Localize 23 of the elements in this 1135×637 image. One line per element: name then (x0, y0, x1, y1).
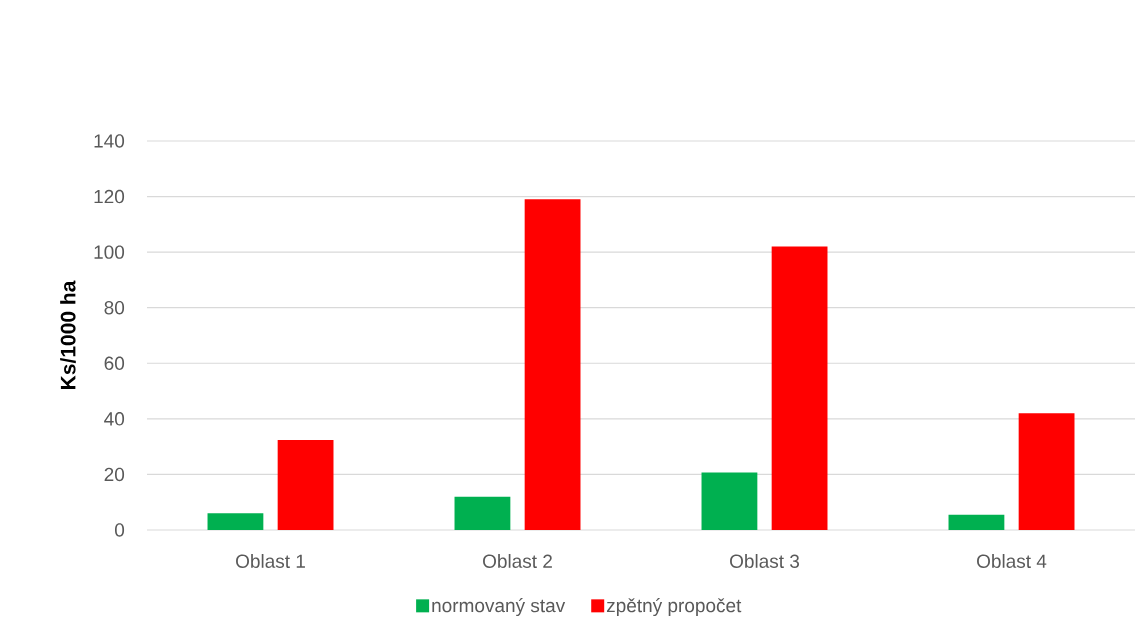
legend-label: zpětný propočet (606, 598, 742, 617)
y-tick-label: 0 (114, 523, 125, 537)
y-axis-title: Ks/1000 ha (60, 280, 76, 389)
x-tick-label: Oblast 1 (236, 554, 305, 568)
x-tick-label: Oblast 4 (977, 554, 1047, 568)
y-tick-label: 100 (94, 245, 125, 259)
y-tick-label: 80 (104, 300, 125, 315)
bar (207, 513, 264, 530)
bar (701, 472, 758, 530)
y-tick-label: 120 (94, 189, 125, 204)
y-tick-label: 60 (104, 356, 125, 370)
bar (948, 514, 1005, 530)
x-tick-label: Oblast 3 (730, 554, 800, 568)
y-tick-label: 40 (104, 412, 125, 426)
x-tick-label: Oblast 2 (483, 554, 552, 568)
bar (524, 199, 581, 530)
y-tick-label: 20 (104, 467, 125, 482)
bar (277, 439, 334, 530)
bar (454, 496, 511, 530)
bar (1018, 413, 1075, 530)
legend-label: normovaný stav (432, 598, 566, 617)
y-tick-label: 140 (94, 134, 125, 148)
bar (771, 246, 828, 530)
